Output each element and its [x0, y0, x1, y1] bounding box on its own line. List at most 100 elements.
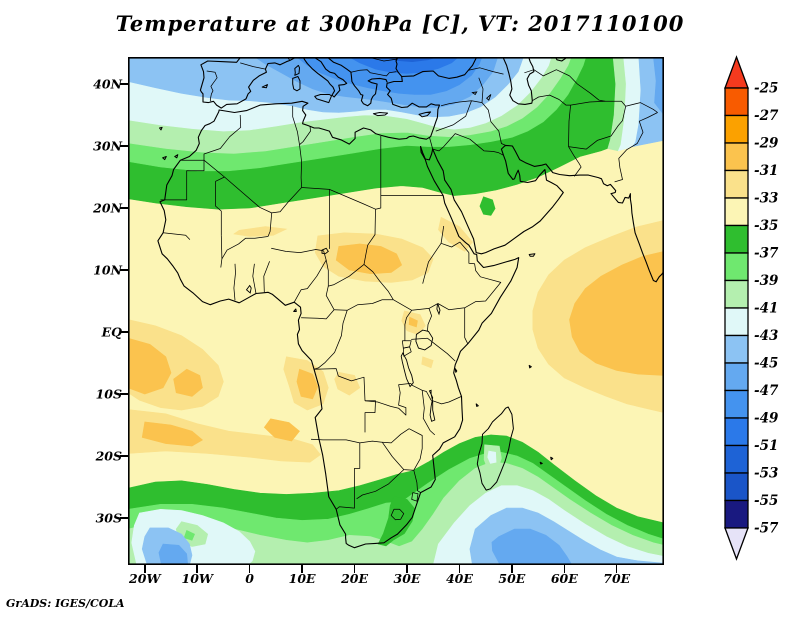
- country-border: [310, 438, 383, 444]
- colorbar-box: [724, 169, 749, 199]
- country-border: [203, 159, 272, 214]
- island-outline: [162, 156, 167, 161]
- country-border: [468, 67, 504, 75]
- temp-band: [491, 528, 573, 565]
- colorbar-box: [724, 444, 749, 474]
- colorbar-label: -37: [754, 246, 779, 262]
- country-border: [252, 263, 257, 294]
- lat-tick-label: 30N: [93, 138, 122, 154]
- temp-band: [377, 495, 416, 547]
- country-border: [325, 260, 329, 287]
- temp-band: [128, 409, 321, 463]
- lon-tick-label: 60E: [550, 571, 578, 586]
- colorbar-box: [724, 472, 749, 502]
- country-border: [413, 470, 421, 493]
- country-border: [440, 241, 470, 253]
- island-outline: [418, 111, 432, 118]
- lat-tick-label: 10S: [95, 386, 122, 402]
- island-outline: [314, 94, 332, 104]
- country-border: [363, 209, 376, 265]
- lon-tick-mark: [248, 565, 251, 573]
- colorbar-box: [724, 87, 749, 117]
- lon-tick-mark: [196, 565, 198, 573]
- lon-tick-label: 10E: [288, 571, 316, 586]
- lat-tick-mark: [120, 145, 128, 147]
- lake-outline: [245, 284, 252, 294]
- colorbar-label: -47: [754, 383, 779, 399]
- lat-tick-mark: [120, 517, 128, 519]
- island-outline: [294, 64, 300, 76]
- lon-tick-label: 20E: [341, 571, 368, 586]
- island-outline: [261, 84, 268, 89]
- lake-outline: [471, 91, 478, 96]
- country-border: [363, 264, 394, 300]
- country-border: [206, 70, 218, 102]
- colorbar-box: [724, 362, 749, 392]
- country-border: [335, 442, 361, 510]
- temp-band: [334, 371, 361, 396]
- country-border: [393, 299, 439, 311]
- colorbar-label: -43: [754, 328, 778, 344]
- country-border: [427, 337, 456, 362]
- temp-band: [408, 316, 418, 328]
- colorbar-label: -51: [754, 438, 778, 454]
- island-outline: [539, 461, 543, 465]
- island-outline: [292, 76, 301, 92]
- lat-tick-mark: [120, 83, 128, 85]
- island-outline: [372, 112, 389, 117]
- temp-band: [569, 251, 664, 376]
- colorbar-label: -41: [754, 301, 778, 317]
- lat-tick-mark: [120, 455, 128, 457]
- lon-tick-mark: [615, 565, 618, 573]
- country-border: [301, 187, 330, 190]
- country-border: [402, 346, 412, 357]
- country-border: [314, 368, 366, 401]
- country-border: [481, 102, 506, 146]
- colorbar-box: [724, 197, 749, 227]
- country-border: [411, 492, 419, 502]
- country-border: [422, 243, 442, 284]
- temp-band: [173, 368, 203, 397]
- country-border: [263, 261, 270, 293]
- grads-credit: GrADS: IGES/COLA: [6, 597, 125, 610]
- country-border: [221, 212, 273, 259]
- colorbar-box: [724, 224, 749, 254]
- lake-outline: [415, 329, 434, 351]
- country-border: [408, 428, 423, 471]
- colorbar-box: [724, 114, 749, 144]
- island-outline: [454, 368, 458, 373]
- country-border: [429, 137, 434, 150]
- country-border: [301, 309, 335, 320]
- country-border: [464, 252, 502, 309]
- island-outline: [475, 403, 479, 407]
- country-border: [382, 428, 410, 444]
- lon-tick-mark: [406, 565, 408, 573]
- island-outline: [528, 253, 536, 257]
- island-outline: [159, 126, 163, 131]
- country-border: [233, 263, 236, 301]
- country-border: [452, 100, 472, 126]
- lat-tick-label: EQ: [101, 324, 122, 340]
- country-border: [271, 187, 302, 214]
- lake-outline: [321, 247, 329, 255]
- country-border: [427, 308, 432, 332]
- lat-tick-mark: [120, 269, 128, 271]
- colorbar-label: -39: [754, 273, 779, 289]
- colorbar-label: -33: [754, 191, 778, 207]
- country-border: [390, 508, 405, 521]
- country-border: [350, 69, 397, 77]
- country-border: [328, 264, 365, 287]
- colorbar-box: [724, 307, 749, 337]
- country-border: [569, 75, 606, 102]
- country-border: [356, 469, 405, 500]
- lon-tick-label: 10W: [181, 571, 213, 586]
- island-outline: [528, 364, 532, 369]
- country-border: [334, 299, 394, 311]
- island-outline: [476, 406, 514, 491]
- country-border: [570, 100, 626, 107]
- lat-tick-mark: [120, 207, 128, 209]
- colorbar-arrow-up: [724, 55, 749, 89]
- lake-outline: [400, 352, 414, 388]
- lon-tick-label: 20W: [129, 571, 161, 586]
